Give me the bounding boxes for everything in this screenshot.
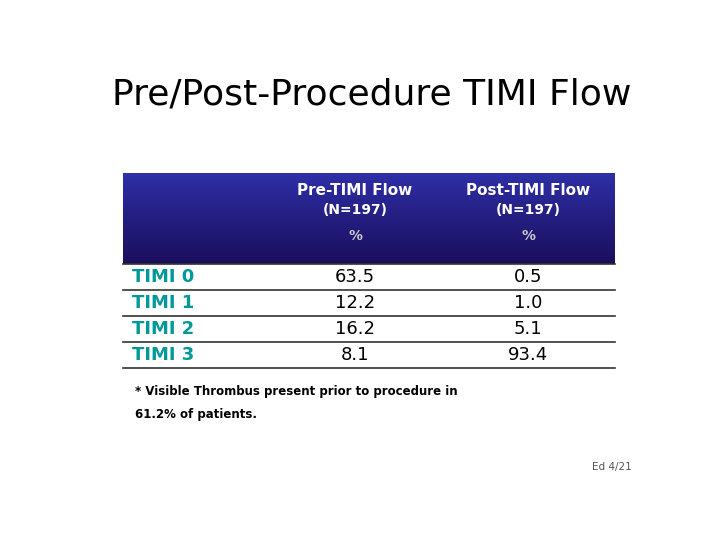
Bar <box>124 248 615 249</box>
Text: 61.2% of patients.: 61.2% of patients. <box>135 408 256 421</box>
Text: (N=197): (N=197) <box>495 203 561 217</box>
Text: 12.2: 12.2 <box>335 294 375 312</box>
Text: 16.2: 16.2 <box>335 320 375 339</box>
Bar <box>124 342 615 368</box>
Bar <box>124 232 615 233</box>
Bar <box>124 178 615 180</box>
Bar <box>124 206 615 208</box>
Bar <box>124 265 615 291</box>
Bar <box>124 222 615 224</box>
Bar <box>124 261 615 262</box>
Bar <box>124 186 615 187</box>
Bar <box>124 173 615 175</box>
Bar <box>124 220 615 222</box>
Text: %: % <box>521 229 535 243</box>
Text: 0.5: 0.5 <box>514 268 542 286</box>
Bar <box>124 257 615 259</box>
Bar <box>124 235 615 237</box>
Text: 5.1: 5.1 <box>513 320 542 339</box>
Text: (N=197): (N=197) <box>323 203 387 217</box>
Bar <box>124 199 615 200</box>
Text: TIMI 2: TIMI 2 <box>132 320 194 339</box>
Bar <box>124 253 615 255</box>
Bar <box>124 211 615 213</box>
Bar <box>124 182 615 184</box>
Bar <box>124 190 615 191</box>
Bar <box>124 180 615 182</box>
Text: %: % <box>348 229 362 243</box>
Bar <box>124 249 615 252</box>
Bar <box>124 210 615 211</box>
Bar <box>124 228 615 230</box>
Bar <box>124 291 615 316</box>
Bar <box>124 204 615 206</box>
Bar <box>124 219 615 220</box>
Bar <box>124 175 615 177</box>
Text: Ed 4/21: Ed 4/21 <box>592 462 631 472</box>
Text: 8.1: 8.1 <box>341 346 369 364</box>
Bar <box>124 217 615 219</box>
Bar <box>124 230 615 232</box>
Bar <box>124 191 615 193</box>
Bar <box>124 316 615 342</box>
Text: TIMI 0: TIMI 0 <box>132 268 194 286</box>
Bar <box>124 197 615 199</box>
Text: TIMI 3: TIMI 3 <box>132 346 194 364</box>
Bar <box>124 244 615 246</box>
Bar <box>124 233 615 235</box>
Bar <box>124 208 615 210</box>
Bar <box>124 215 615 217</box>
Text: 93.4: 93.4 <box>508 346 548 364</box>
Bar <box>124 213 615 215</box>
Bar <box>124 226 615 228</box>
Bar <box>124 242 615 244</box>
Text: Pre-TIMI Flow: Pre-TIMI Flow <box>297 183 413 198</box>
Text: 1.0: 1.0 <box>514 294 542 312</box>
Text: 63.5: 63.5 <box>335 268 375 286</box>
Bar <box>124 246 615 248</box>
Bar <box>124 241 615 242</box>
Text: Post-TIMI Flow: Post-TIMI Flow <box>466 183 590 198</box>
Text: TIMI 1: TIMI 1 <box>132 294 194 312</box>
Bar <box>124 259 615 261</box>
Bar <box>124 177 615 178</box>
Bar <box>124 195 615 197</box>
Bar <box>124 252 615 253</box>
Bar <box>124 202 615 204</box>
Bar <box>124 193 615 195</box>
Text: Pre/Post-Procedure TIMI Flow: Pre/Post-Procedure TIMI Flow <box>112 77 631 111</box>
Text: * Visible Thrombus present prior to procedure in: * Visible Thrombus present prior to proc… <box>135 385 457 398</box>
Bar <box>124 255 615 257</box>
Bar <box>124 224 615 226</box>
Bar <box>124 184 615 186</box>
Bar <box>124 262 615 265</box>
Bar <box>124 237 615 239</box>
Bar <box>124 187 615 190</box>
Bar <box>124 239 615 241</box>
Bar <box>124 200 615 202</box>
